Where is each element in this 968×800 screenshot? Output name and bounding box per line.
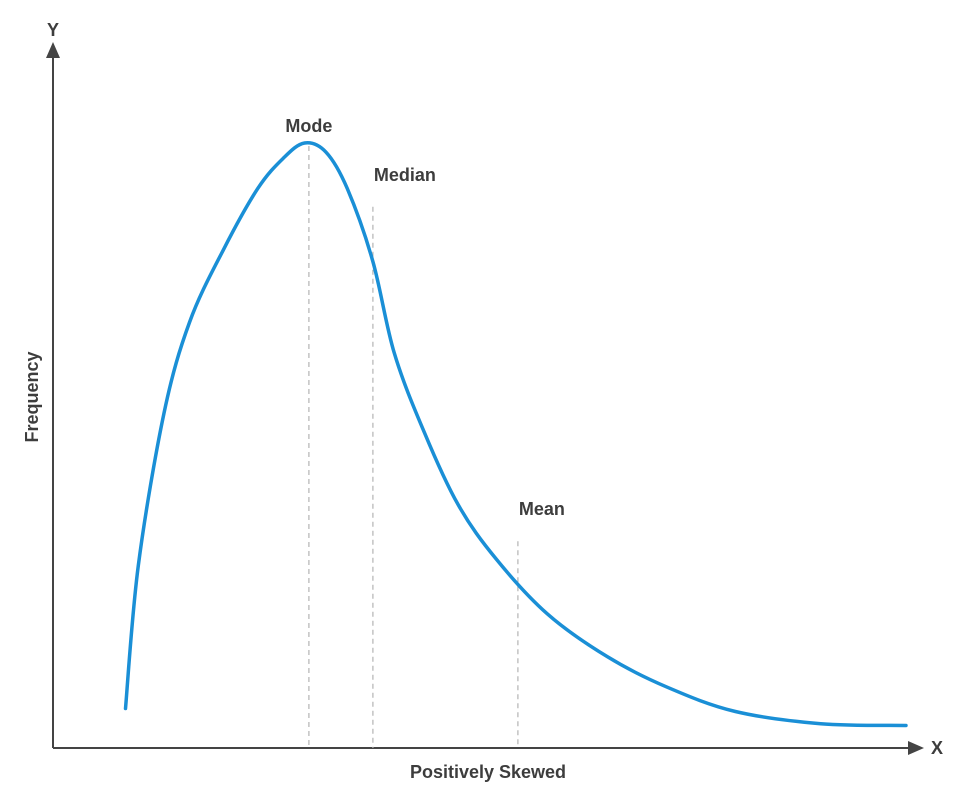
y-axis-letter: Y xyxy=(47,20,59,40)
axes xyxy=(46,42,924,755)
mode-label: Mode xyxy=(285,116,332,136)
annotation-labels: Mode Median Mean xyxy=(285,116,565,519)
x-axis-arrow xyxy=(908,741,924,755)
distribution-curve xyxy=(123,141,908,728)
x-axis-title: Positively Skewed xyxy=(410,762,566,782)
y-axis-arrow xyxy=(46,42,60,58)
guide-lines xyxy=(308,146,519,748)
median-label: Median xyxy=(374,165,436,185)
x-axis-letter: X xyxy=(931,738,943,758)
mean-label: Mean xyxy=(519,499,565,519)
y-axis-title: Frequency xyxy=(22,351,42,442)
